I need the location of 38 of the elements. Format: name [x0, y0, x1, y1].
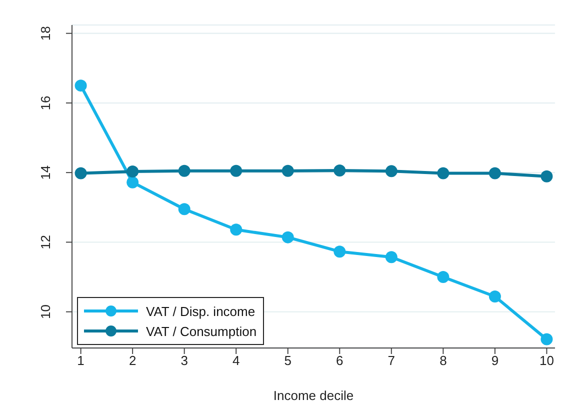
point — [126, 166, 139, 178]
legend-label: VAT / Disp. income — [146, 304, 256, 318]
x-tick-label: 3 — [180, 353, 188, 368]
point — [437, 270, 450, 283]
y-tick-label: 18 — [38, 26, 53, 41]
point — [334, 246, 346, 258]
point — [178, 203, 190, 216]
point — [540, 170, 553, 182]
point — [230, 224, 242, 236]
y-tick-label: 14 — [38, 165, 53, 180]
point — [437, 167, 450, 180]
x-tick-label: 5 — [284, 353, 292, 368]
legend-label: VAT / Consumption — [146, 324, 257, 338]
point — [74, 80, 87, 92]
y-tick-label: 10 — [38, 304, 53, 320]
point — [488, 290, 501, 302]
x-tick-label: 8 — [440, 353, 447, 368]
x-tick-label: 1 — [77, 353, 84, 368]
point — [178, 164, 190, 177]
point — [540, 333, 553, 346]
point — [334, 164, 346, 176]
point — [385, 251, 398, 264]
point — [230, 164, 242, 177]
x-tick-label: 7 — [388, 353, 396, 368]
x-axis-title: Income decile — [273, 388, 354, 403]
point — [282, 231, 294, 244]
point — [385, 165, 398, 178]
y-tick-label: 16 — [38, 96, 53, 110]
x-tick-label: 9 — [491, 353, 499, 368]
point — [282, 164, 294, 177]
x-tick-label: 6 — [336, 353, 344, 368]
x-tick-label: 2 — [128, 353, 136, 368]
x-tick-label: 4 — [232, 353, 240, 368]
x-tick-label: 10 — [539, 353, 554, 368]
point — [488, 167, 501, 180]
y-tick-label: 12 — [38, 234, 53, 250]
point — [126, 176, 139, 188]
point — [74, 167, 87, 180]
